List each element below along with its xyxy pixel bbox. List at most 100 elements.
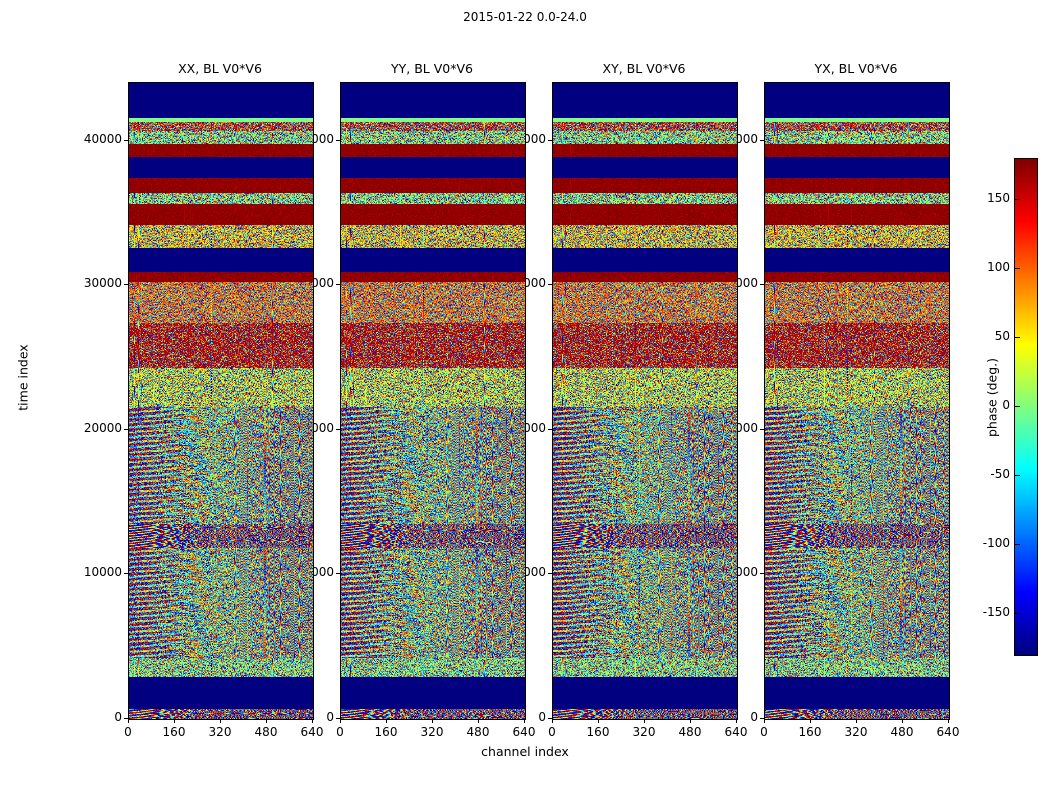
- y-tick-mark: [760, 573, 764, 574]
- colorbar-label: phase (deg.): [984, 358, 1000, 437]
- y-tick-mark: [124, 429, 128, 430]
- panel-title-yx: YX, BL V0*V6: [814, 61, 898, 76]
- colorbar-tick-label: 0: [1002, 398, 1010, 412]
- figure-suptitle: 2015-01-22 0.0-24.0: [463, 10, 587, 24]
- y-tick-mark: [548, 718, 552, 719]
- x-tick-label: 480: [890, 725, 914, 739]
- x-tick-label: 640: [512, 725, 536, 739]
- y-tick-mark: [548, 429, 552, 430]
- x-tick-label: 160: [798, 725, 822, 739]
- y-tick-mark: [124, 284, 128, 285]
- x-tick-mark: [478, 719, 479, 723]
- y-tick-mark: [760, 140, 764, 141]
- x-tick-label: 160: [586, 725, 610, 739]
- x-tick-label: 320: [632, 725, 656, 739]
- heatmap-panel-xx[interactable]: [128, 82, 314, 720]
- heatmap-panel-xy[interactable]: [552, 82, 738, 720]
- x-axis-label: channel index: [481, 744, 569, 759]
- x-tick-label: 0: [336, 725, 344, 739]
- x-tick-label: 160: [162, 725, 186, 739]
- x-tick-mark: [598, 719, 599, 723]
- x-tick-label: 480: [254, 725, 278, 739]
- y-axis-label: time index: [15, 344, 31, 411]
- colorbar-tick-mark: [1015, 199, 1020, 200]
- colorbar-tick-mark: [1015, 475, 1020, 476]
- x-tick-label: 320: [844, 725, 868, 739]
- colorbar-tick-label: 100: [987, 260, 1010, 275]
- colorbar-tick-mark: [1015, 268, 1020, 269]
- x-tick-label: 640: [936, 725, 960, 739]
- x-tick-label: 480: [466, 725, 490, 739]
- x-tick-mark: [764, 719, 765, 723]
- panel-title-yy: YY, BL V0*V6: [391, 61, 473, 76]
- colorbar-tick-label: -150: [982, 604, 1010, 619]
- x-tick-mark: [432, 719, 433, 723]
- y-tick-mark: [124, 140, 128, 141]
- y-tick-label: 30000: [83, 276, 122, 291]
- y-tick-mark: [336, 284, 340, 285]
- y-tick-label: 20000: [83, 420, 122, 435]
- y-tick-label: 0: [538, 710, 546, 724]
- y-tick-label: 40000: [83, 131, 122, 146]
- heatmap-image-yy: [341, 83, 525, 719]
- y-tick-mark: [760, 718, 764, 719]
- colorbar-tick-mark: [1015, 337, 1020, 338]
- x-tick-mark: [220, 719, 221, 723]
- x-tick-mark: [174, 719, 175, 723]
- x-tick-mark: [340, 719, 341, 723]
- y-tick-mark: [548, 284, 552, 285]
- x-tick-label: 320: [420, 725, 444, 739]
- x-tick-mark: [312, 719, 313, 723]
- panel-title-xy: XY, BL V0*V6: [602, 61, 686, 76]
- x-tick-label: 640: [724, 725, 748, 739]
- y-tick-label: 0: [326, 710, 334, 724]
- x-tick-mark: [644, 719, 645, 723]
- y-tick-mark: [336, 429, 340, 430]
- x-tick-label: 0: [124, 725, 132, 739]
- x-tick-mark: [128, 719, 129, 723]
- y-tick-label: 10000: [83, 565, 122, 580]
- heatmap-panel-yy[interactable]: [340, 82, 526, 720]
- colorbar-tick-mark: [1015, 613, 1020, 614]
- x-tick-label: 0: [548, 725, 556, 739]
- colorbar-tick-mark: [1015, 406, 1020, 407]
- y-tick-mark: [124, 573, 128, 574]
- x-tick-mark: [810, 719, 811, 723]
- colorbar-tick-mark: [1015, 544, 1020, 545]
- heatmap-panel-yx[interactable]: [764, 82, 950, 720]
- heatmap-image-xx: [129, 83, 313, 719]
- heatmap-image-xy: [553, 83, 737, 719]
- y-tick-mark: [336, 573, 340, 574]
- y-tick-mark: [336, 718, 340, 719]
- panel-title-xx: XX, BL V0*V6: [178, 61, 262, 76]
- heatmap-image-yx: [765, 83, 949, 719]
- x-tick-label: 640: [300, 725, 324, 739]
- x-tick-mark: [386, 719, 387, 723]
- colorbar-tick-label: 150: [987, 191, 1010, 206]
- x-tick-mark: [856, 719, 857, 723]
- y-tick-label: 0: [114, 710, 122, 724]
- x-tick-label: 320: [208, 725, 232, 739]
- y-tick-mark: [548, 140, 552, 141]
- colorbar[interactable]: [1014, 158, 1038, 656]
- x-tick-mark: [736, 719, 737, 723]
- x-tick-label: 160: [374, 725, 398, 739]
- x-tick-mark: [266, 719, 267, 723]
- colorbar-tick-label: -100: [982, 535, 1010, 550]
- x-tick-label: 0: [760, 725, 768, 739]
- y-tick-label: 0: [750, 710, 758, 724]
- x-tick-mark: [690, 719, 691, 723]
- y-tick-mark: [760, 284, 764, 285]
- x-tick-mark: [902, 719, 903, 723]
- x-tick-mark: [552, 719, 553, 723]
- y-tick-mark: [760, 429, 764, 430]
- x-tick-mark: [948, 719, 949, 723]
- y-tick-mark: [124, 718, 128, 719]
- x-tick-label: 480: [678, 725, 702, 739]
- y-tick-mark: [548, 573, 552, 574]
- colorbar-gradient: [1015, 159, 1037, 655]
- colorbar-tick-label: 50: [994, 329, 1010, 344]
- colorbar-tick-label: -50: [990, 466, 1010, 481]
- y-tick-mark: [336, 140, 340, 141]
